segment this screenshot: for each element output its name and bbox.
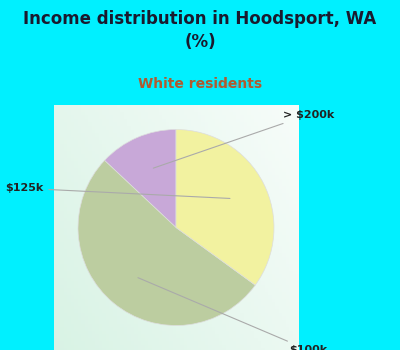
Wedge shape (78, 160, 255, 326)
Text: $125k: $125k (5, 183, 230, 198)
Wedge shape (104, 130, 176, 228)
Text: City-Data.com: City-Data.com (198, 81, 262, 90)
Text: > $200k: > $200k (153, 110, 334, 168)
Text: White residents: White residents (138, 77, 262, 91)
Wedge shape (176, 130, 274, 285)
Text: $100k: $100k (138, 278, 327, 350)
Text: Income distribution in Hoodsport, WA
(%): Income distribution in Hoodsport, WA (%) (23, 10, 377, 51)
